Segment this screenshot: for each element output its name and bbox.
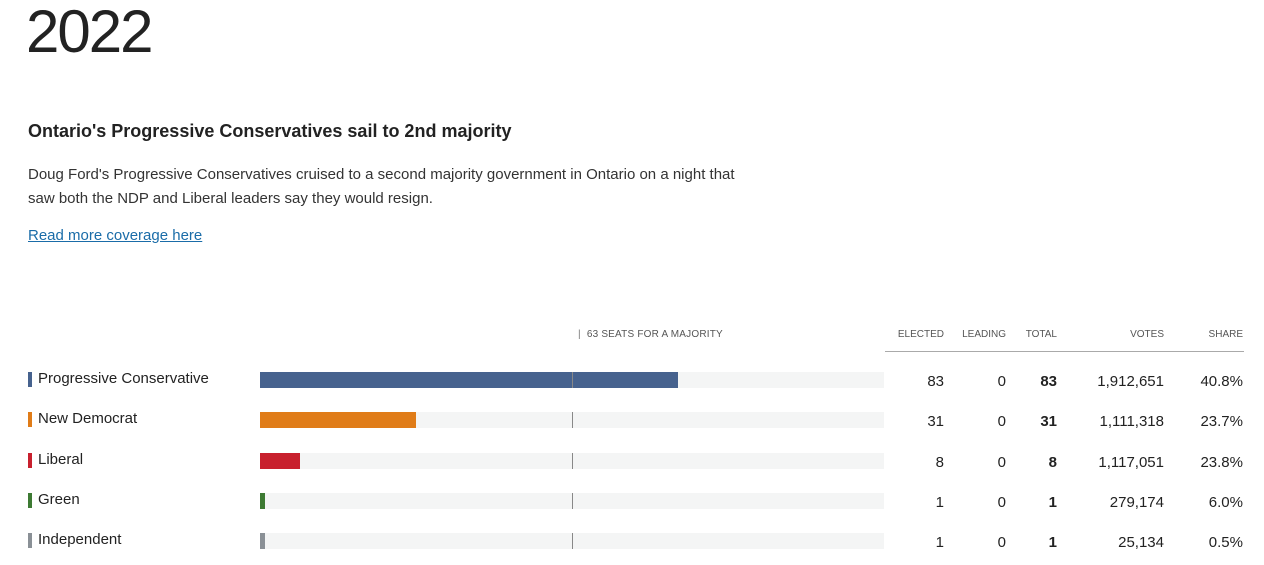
party-color-swatch — [28, 453, 32, 468]
col-head-share: SHARE — [1208, 329, 1243, 340]
total-value: 8 — [1048, 454, 1057, 471]
votes-value: 279,174 — [1109, 494, 1164, 511]
col-head-votes: VOTES — [1130, 329, 1164, 340]
elected-value: 83 — [927, 373, 944, 390]
seat-bar-track — [260, 412, 884, 428]
seat-bar-pc — [260, 372, 678, 388]
elected-value: 1 — [935, 534, 944, 551]
party-row-ndp: New Democrat 31 0 31 1,111,318 23.7% — [0, 407, 1264, 433]
leading-value: 0 — [997, 534, 1006, 551]
votes-value: 1,111,318 — [1099, 413, 1164, 430]
party-name: Liberal — [38, 451, 84, 468]
majority-marker-line — [572, 533, 573, 549]
party-name: New Democrat — [38, 410, 138, 427]
party-color-swatch — [28, 533, 32, 548]
majority-marker-line — [572, 453, 573, 469]
elected-value: 31 — [927, 413, 944, 430]
party-color-swatch — [28, 412, 32, 427]
seat-bar-track — [260, 493, 884, 509]
seat-bar-liberal — [260, 453, 301, 469]
party-row-pc: Progressive Conservative 83 0 83 1,912,651 40… — [0, 367, 1264, 393]
party-color-swatch — [28, 493, 32, 508]
share-value: 23.8% — [1200, 454, 1243, 471]
leading-value: 0 — [997, 373, 1006, 390]
majority-marker-line — [572, 412, 573, 428]
col-head-total: TOTAL — [1025, 329, 1057, 340]
total-value: 31 — [1040, 413, 1057, 430]
col-head-leading: LEADING — [962, 329, 1006, 340]
seat-bar-green — [260, 493, 266, 509]
party-row-independent: Independent 1 0 1 25,134 0.5% — [0, 528, 1264, 554]
party-color-swatch — [28, 372, 32, 387]
total-value: 1 — [1048, 534, 1057, 551]
votes-value: 25,134 — [1118, 534, 1164, 551]
total-value: 1 — [1048, 494, 1057, 511]
party-name: Independent — [38, 531, 122, 548]
share-value: 0.5% — [1208, 534, 1243, 551]
col-head-elected: ELECTED — [897, 329, 944, 340]
seat-bar-track — [260, 453, 884, 469]
leading-value: 0 — [997, 494, 1006, 511]
elected-value: 8 — [935, 454, 944, 471]
majority-tick-icon: | — [578, 329, 581, 340]
votes-value: 1,117,051 — [1098, 454, 1164, 471]
majority-marker-line — [572, 372, 573, 388]
leading-value: 0 — [997, 454, 1006, 471]
party-name: Green — [38, 491, 80, 508]
share-value: 23.7% — [1200, 413, 1243, 430]
deck-text: Doug Ford's Progressive Conservatives cr… — [28, 166, 735, 207]
seat-bar-track — [260, 372, 884, 388]
votes-value: 1,912,651 — [1097, 373, 1164, 390]
headline: Ontario's Progressive Conservatives sail… — [28, 121, 512, 141]
leading-value: 0 — [997, 413, 1006, 430]
party-name: Progressive Conservative — [38, 370, 209, 387]
read-more-link[interactable]: Read more coverage here — [28, 227, 203, 244]
seat-bar-track — [260, 533, 884, 549]
share-value: 6.0% — [1208, 494, 1243, 511]
total-value: 83 — [1040, 373, 1057, 390]
party-row-liberal: Liberal 8 0 8 1,117,051 23.8% — [0, 448, 1264, 474]
majority-label: | 63 SEATS FOR A MAJORITY — [578, 329, 723, 340]
seat-bar-independent — [260, 533, 266, 549]
share-value: 40.8% — [1200, 373, 1243, 390]
party-row-green: Green 1 0 1 279,174 6.0% — [0, 488, 1264, 514]
header-divider — [885, 351, 1244, 352]
elected-value: 1 — [935, 494, 944, 511]
seat-bar-ndp — [260, 412, 416, 428]
year-heading: 2022 — [26, 0, 153, 65]
majority-label-text: 63 SEATS FOR A MAJORITY — [586, 329, 723, 340]
majority-marker-line — [572, 493, 573, 509]
